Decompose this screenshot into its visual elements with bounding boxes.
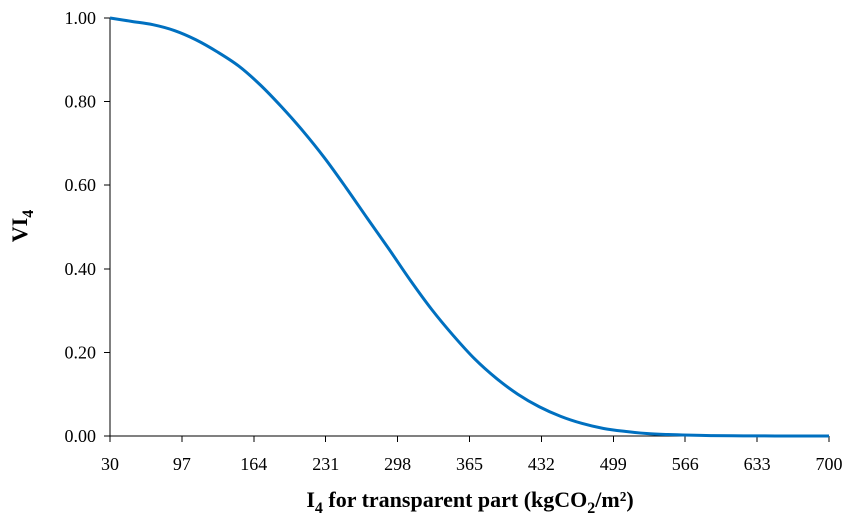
- x-tick-label: 700: [816, 454, 843, 474]
- axes: [109, 18, 829, 437]
- x-tick-label: 432: [528, 454, 555, 474]
- x-tick-label: 30: [101, 454, 119, 474]
- y-tick-group: 0.00 0.20 0.40 0.60 0.80 1.00: [65, 8, 110, 446]
- series-group: [109, 16, 830, 438]
- x-tick-group: 30 97 164 231 298 365 432 499 566 633 700: [101, 436, 843, 474]
- x-tick-label: 164: [240, 454, 267, 474]
- x-tick-label: 566: [672, 454, 699, 474]
- y-tick-label: 0.40: [65, 259, 97, 279]
- y-axis-title: VI4: [7, 210, 37, 242]
- y-tick-label: 0.80: [65, 92, 97, 112]
- series-line: [109, 16, 830, 438]
- y-tick-label: 0.20: [65, 342, 97, 362]
- y-tick-label: 0.60: [65, 175, 97, 195]
- x-tick-label: 633: [744, 454, 771, 474]
- x-tick-label: 365: [456, 454, 483, 474]
- x-tick-label: 298: [384, 454, 411, 474]
- y-tick-label: 1.00: [65, 8, 97, 28]
- y-tick-label: 0.00: [65, 426, 97, 446]
- x-axis-title: I4 for transparent part (kgCO2/m²): [306, 487, 633, 517]
- x-tick-label: 231: [312, 454, 339, 474]
- x-tick-label: 97: [173, 454, 191, 474]
- x-tick-label: 499: [600, 454, 627, 474]
